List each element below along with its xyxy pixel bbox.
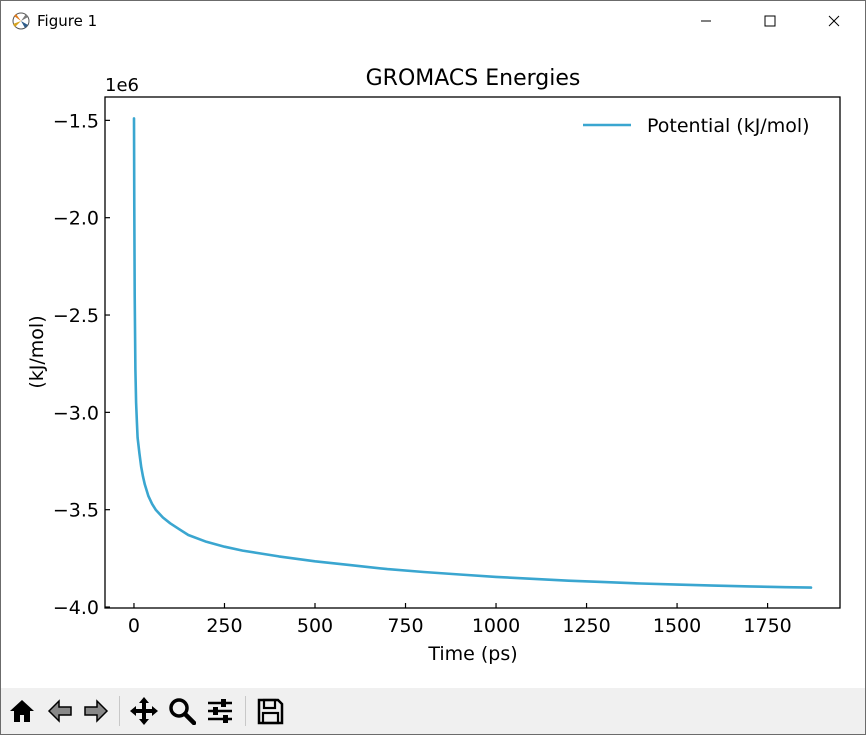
pan-button[interactable] xyxy=(129,696,159,726)
y-tick-label: −3.5 xyxy=(53,500,99,522)
configure-subplots-icon xyxy=(208,699,232,723)
home-icon xyxy=(10,700,34,722)
pan-icon xyxy=(130,697,158,725)
save-icon xyxy=(257,698,284,725)
window-title: Figure 1 xyxy=(37,12,98,30)
y-tick-label: −2.5 xyxy=(53,305,99,327)
home-button[interactable] xyxy=(7,696,37,726)
x-tick-label: 500 xyxy=(297,615,333,637)
maximize-icon xyxy=(764,15,776,27)
close-icon xyxy=(828,15,840,27)
line-chart[interactable]: GROMACS Energies 1e6 −4.0 −3.5 −3.0 −2.5 −2.… xyxy=(1,41,865,688)
back-button[interactable] xyxy=(45,696,75,726)
navigation-toolbar xyxy=(1,688,865,734)
legend: Potential (kJ/mol) xyxy=(583,115,810,137)
x-tick-label: 1750 xyxy=(743,615,791,637)
series-line-potential xyxy=(132,117,813,589)
configure-subplots-button[interactable] xyxy=(205,696,235,726)
plot-area[interactable] xyxy=(104,96,841,609)
forward-icon xyxy=(84,699,109,723)
x-tick-label: 0 xyxy=(128,615,140,637)
x-tick-label: 750 xyxy=(387,615,423,637)
x-tick-label: 1250 xyxy=(562,615,610,637)
figure-canvas[interactable]: GROMACS Energies 1e6 −4.0 −3.5 −3.0 −2.5 −2.… xyxy=(1,41,865,688)
toolbar-separator xyxy=(245,696,246,726)
y-axis-label: (kJ/mol) xyxy=(26,315,48,388)
minimize-button[interactable] xyxy=(683,1,729,41)
save-button[interactable] xyxy=(255,696,285,726)
y-tick-label: −3.0 xyxy=(53,402,99,424)
y-tick-label: −1.5 xyxy=(53,110,99,132)
legend-label-potential: Potential (kJ/mol) xyxy=(647,115,810,137)
title-bar[interactable]: Figure 1 xyxy=(1,1,865,41)
y-tick-label: −2.0 xyxy=(53,208,99,230)
maximize-button[interactable] xyxy=(747,1,793,41)
close-button[interactable] xyxy=(811,1,857,41)
back-icon xyxy=(47,699,72,723)
y-tick-label: −4.0 xyxy=(53,597,99,619)
y-offset-label: 1e6 xyxy=(105,75,139,96)
minimize-icon xyxy=(701,20,711,22)
chart-title: GROMACS Energies xyxy=(366,66,581,91)
toolbar-separator xyxy=(119,696,120,726)
x-axis-label: Time (ps) xyxy=(427,643,517,665)
forward-button[interactable] xyxy=(81,696,111,726)
x-tick-label: 250 xyxy=(206,615,242,637)
zoom-icon xyxy=(169,698,196,725)
matplotlib-icon xyxy=(11,11,31,31)
zoom-button[interactable] xyxy=(167,696,197,726)
x-tick-label: 1000 xyxy=(472,615,520,637)
x-tick-label: 1500 xyxy=(653,615,701,637)
